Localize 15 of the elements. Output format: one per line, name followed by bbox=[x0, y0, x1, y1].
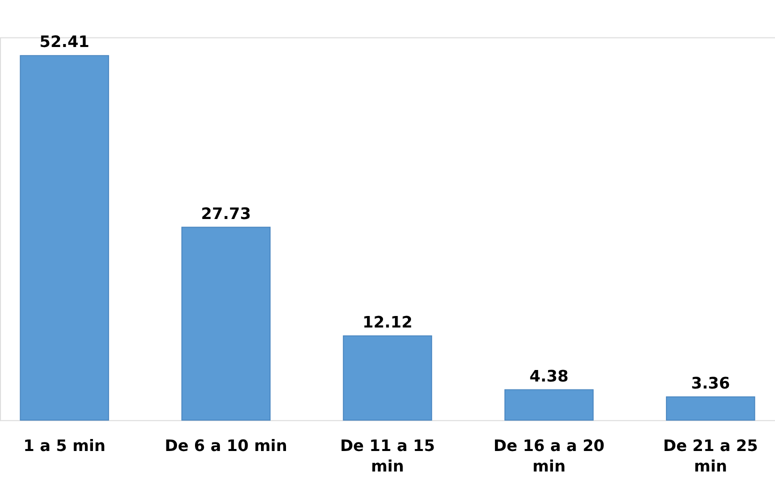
data-label: 52.41 bbox=[39, 32, 90, 52]
bar bbox=[342, 335, 432, 421]
x-tick-label: De 16 a a 20 min bbox=[494, 436, 605, 476]
data-label: 4.38 bbox=[530, 366, 568, 386]
bar bbox=[666, 396, 756, 421]
bar bbox=[504, 389, 594, 421]
x-tick-label: De 6 a 10 min bbox=[164, 436, 288, 455]
data-label: 3.36 bbox=[691, 373, 730, 392]
x-tick-label: De 21 a 25 min bbox=[663, 436, 758, 476]
data-label: 12.12 bbox=[362, 312, 412, 332]
x-tick-label: 1 a 5 min bbox=[23, 436, 106, 455]
data-label: 27.73 bbox=[201, 204, 251, 223]
bar bbox=[20, 55, 110, 421]
bar bbox=[181, 226, 271, 421]
x-tick-label: De 11 a 15 min bbox=[340, 436, 435, 476]
